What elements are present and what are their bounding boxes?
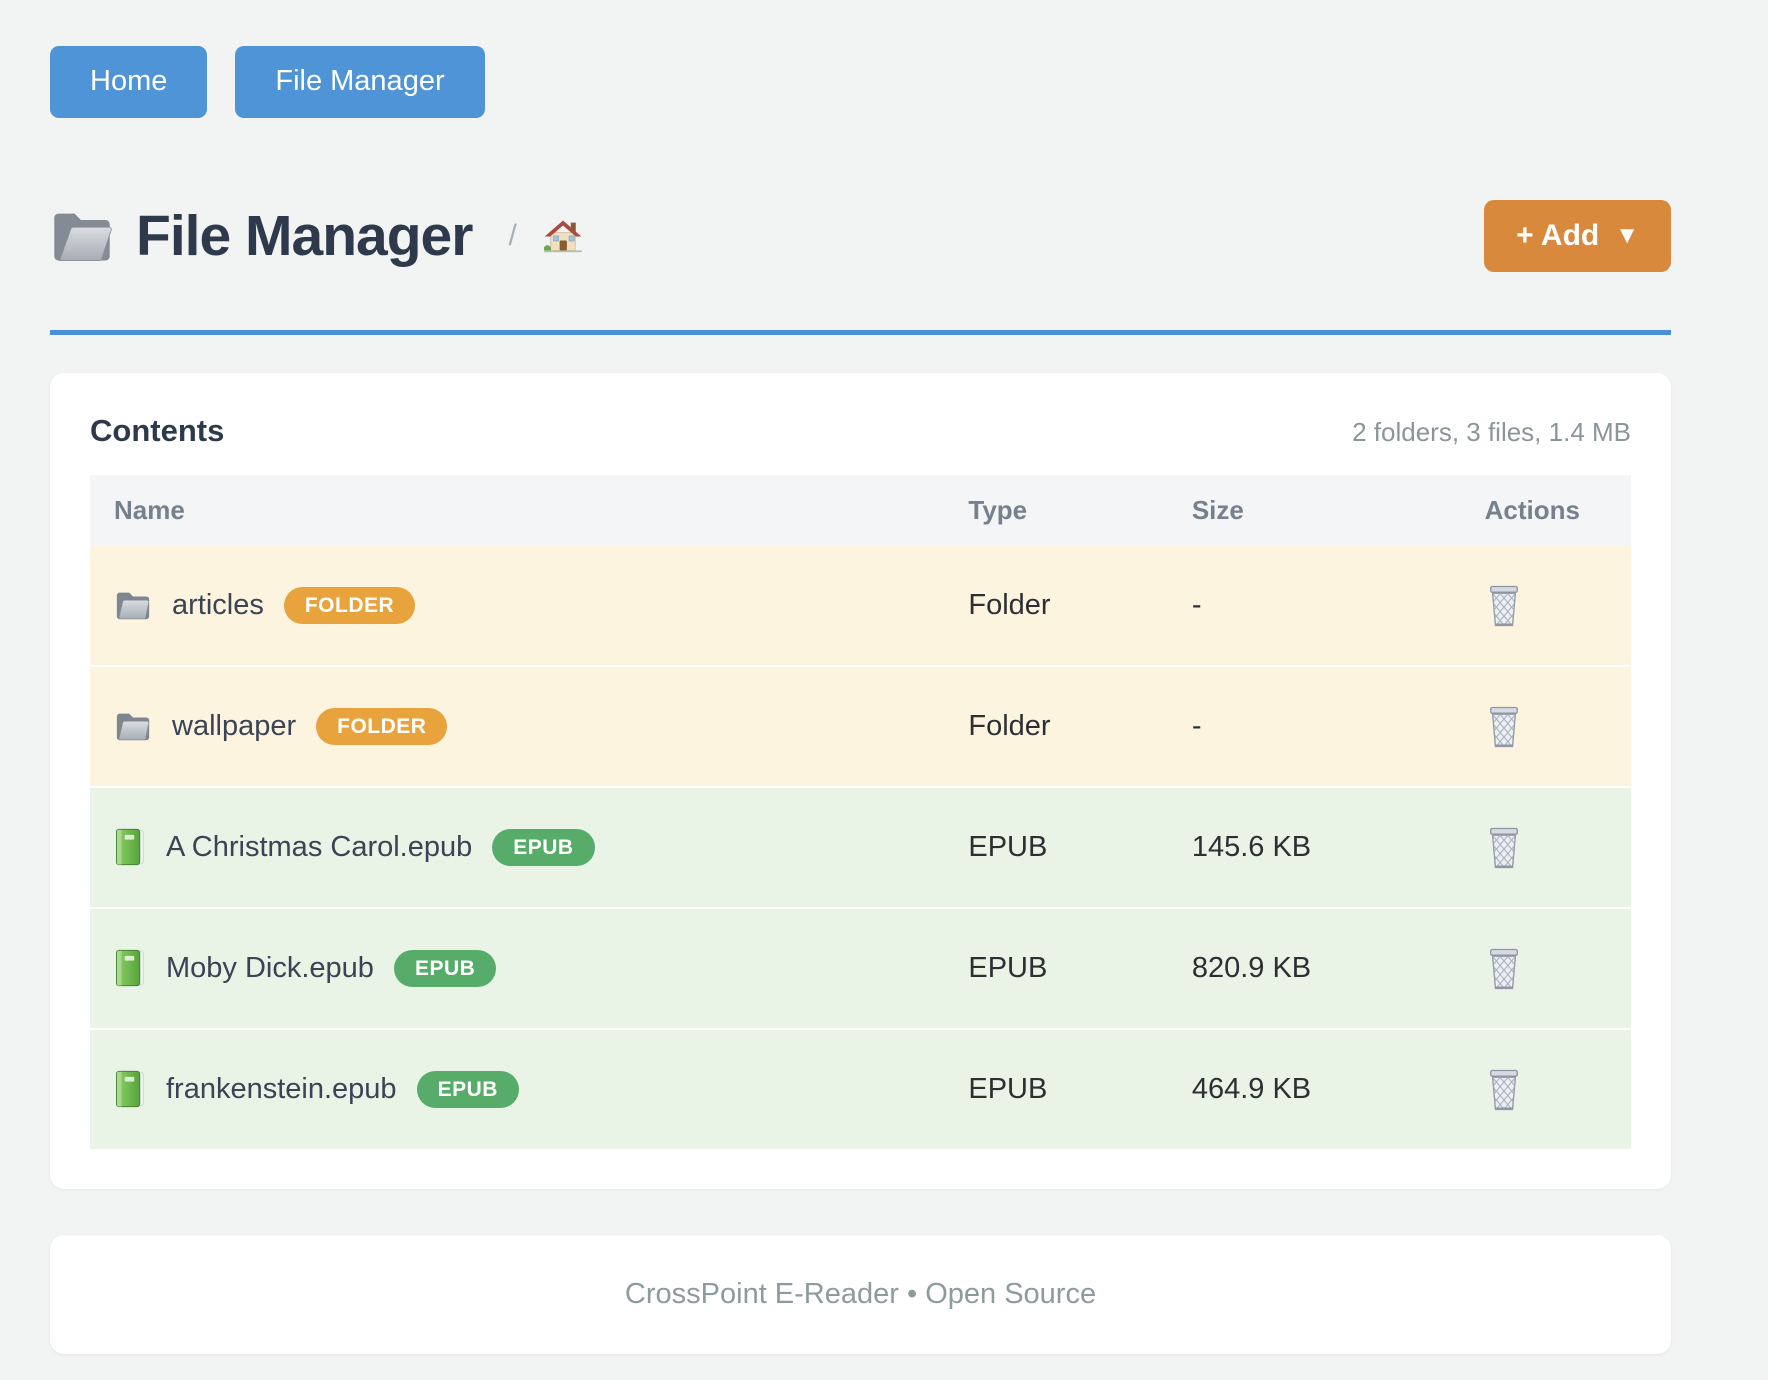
table-row: A Christmas Carol.epub EPUB EPUB 145.6 K…: [90, 786, 1631, 908]
book-icon: [114, 949, 146, 987]
table-header-row: Name Type Size Actions: [90, 474, 1631, 546]
home-nav-button[interactable]: Home: [50, 46, 208, 118]
file-name-link[interactable]: A Christmas Carol.epub: [166, 830, 473, 863]
trash-icon: [1485, 825, 1523, 870]
breadcrumb-separator: /: [508, 218, 517, 252]
file-manager-nav-button[interactable]: File Manager: [235, 46, 485, 118]
trash-icon: [1485, 946, 1523, 991]
delete-button[interactable]: [1485, 583, 1523, 628]
table-row: wallpaper FOLDER Folder -: [90, 665, 1631, 787]
file-name-link[interactable]: articles: [172, 588, 264, 621]
size-cell: 820.9 KB: [1191, 951, 1312, 984]
size-cell: -: [1191, 588, 1202, 621]
table-row: frankenstein.epub EPUB EPUB 464.9 KB: [90, 1028, 1631, 1149]
size-cell: -: [1191, 709, 1202, 742]
page-header: File Manager / + Add ▼: [50, 199, 1671, 272]
type-badge: FOLDER: [316, 707, 448, 745]
book-icon: [114, 828, 146, 866]
type-badge: EPUB: [393, 949, 497, 987]
caret-down-icon: ▼: [1615, 221, 1639, 249]
footer: CrossPoint E-Reader • Open Source: [50, 1234, 1671, 1354]
file-table: Name Type Size Actions articles FOLDER F…: [90, 474, 1631, 1149]
delete-button[interactable]: [1485, 704, 1523, 749]
delete-button[interactable]: [1485, 1067, 1523, 1112]
type-badge: EPUB: [416, 1070, 519, 1108]
type-cell: Folder: [968, 709, 1051, 742]
title-wrap: File Manager /: [50, 203, 583, 269]
type-cell: Folder: [968, 588, 1051, 621]
trash-icon: [1485, 704, 1523, 749]
add-button-label: + Add: [1516, 218, 1600, 252]
contents-card-header: Contents 2 folders, 3 files, 1.4 MB: [90, 413, 1631, 449]
contents-heading: Contents: [90, 412, 225, 448]
home-icon[interactable]: [543, 217, 583, 255]
type-badge: EPUB: [492, 828, 595, 866]
file-name-link[interactable]: frankenstein.epub: [166, 1072, 397, 1105]
footer-text: CrossPoint E-Reader • Open Source: [624, 1277, 1097, 1310]
page-title: File Manager: [136, 203, 473, 268]
contents-summary: 2 folders, 3 files, 1.4 MB: [1352, 416, 1631, 447]
type-badge: FOLDER: [283, 586, 416, 624]
book-icon: [114, 1070, 146, 1108]
delete-button[interactable]: [1485, 946, 1523, 991]
column-header-size: Size: [1191, 474, 1485, 546]
delete-button[interactable]: [1485, 825, 1523, 870]
add-button[interactable]: + Add ▼: [1484, 199, 1671, 272]
column-header-name: Name: [90, 474, 969, 546]
size-cell: 145.6 KB: [1191, 830, 1312, 863]
file-name-link[interactable]: Moby Dick.epub: [166, 951, 374, 984]
trash-icon: [1485, 1067, 1523, 1112]
type-cell: EPUB: [968, 830, 1048, 863]
column-header-actions: Actions: [1484, 474, 1631, 546]
table-row: articles FOLDER Folder -: [90, 545, 1631, 666]
trash-icon: [1485, 583, 1523, 628]
file-name-link[interactable]: wallpaper: [172, 709, 297, 742]
accent-rule: [50, 329, 1671, 335]
contents-card: Contents 2 folders, 3 files, 1.4 MB Name…: [50, 372, 1671, 1189]
folder-icon: [114, 588, 152, 622]
type-cell: EPUB: [968, 951, 1048, 984]
top-nav: Home File Manager: [50, 46, 1671, 118]
table-row: Moby Dick.epub EPUB EPUB 820.9 KB: [90, 907, 1631, 1029]
folder-icon: [114, 709, 152, 743]
type-cell: EPUB: [968, 1072, 1048, 1105]
size-cell: 464.9 KB: [1191, 1072, 1312, 1105]
column-header-type: Type: [968, 474, 1192, 546]
folder-open-icon: [50, 208, 114, 264]
